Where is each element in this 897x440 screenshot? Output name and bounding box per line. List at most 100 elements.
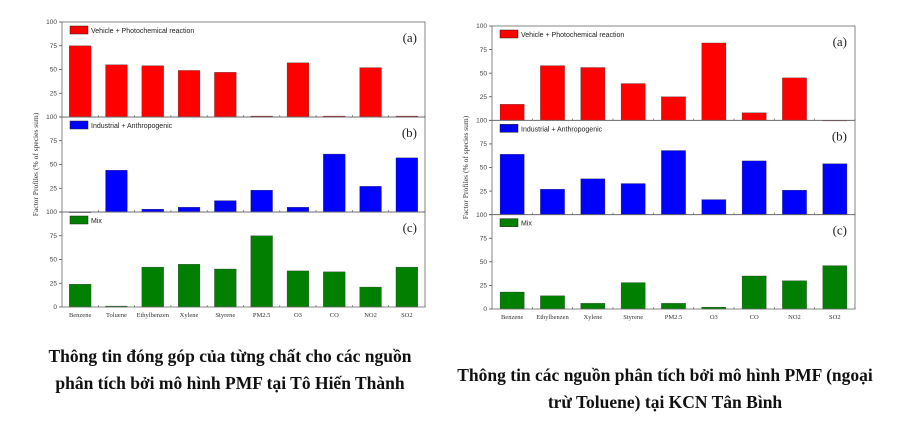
x-category-label: Styrene	[215, 312, 235, 319]
bar-0-3	[620, 83, 646, 121]
bar-1-7	[323, 153, 346, 213]
bar-2-6	[741, 275, 767, 310]
legend-swatch	[69, 215, 89, 225]
left-factor-profile-chart: 25 50 75 100 Vehicle + Photochemical reactio…	[31, 19, 426, 319]
right-chart-caption: Thông tin các nguồn phân tích bởi mô hìn…	[457, 365, 873, 412]
x-category-label: PM2.5	[665, 314, 683, 321]
bar-1-1	[105, 170, 128, 213]
y-tick-label: 25	[480, 188, 488, 195]
y-tick-label: 75	[50, 43, 58, 50]
bar-2-8	[822, 265, 848, 310]
legend-swatch	[69, 120, 89, 130]
bar-0-0	[499, 104, 525, 121]
bar-2-9	[395, 266, 418, 308]
y-tick-label: 75	[480, 141, 488, 148]
bar-2-4	[214, 268, 237, 308]
bar-2-2	[141, 266, 164, 308]
bar-2-1	[540, 295, 565, 310]
x-category-label: Toluene	[106, 312, 127, 319]
y-tick-label: 50	[50, 67, 58, 74]
bar-0-4	[661, 96, 686, 121]
bar-2-8	[359, 286, 382, 308]
bar-2-0	[499, 291, 525, 310]
y-tick-label: 100	[46, 114, 57, 121]
bar-1-9	[395, 157, 418, 213]
y-tick-label: 50	[50, 162, 58, 169]
y-tick-label: 25	[50, 280, 58, 287]
legend-label: Vehicle + Photochemical reaction	[91, 28, 194, 35]
y-tick-label: 0	[53, 304, 57, 311]
bar-2-4	[661, 303, 686, 310]
bar-1-6	[741, 160, 767, 215]
bar-2-6	[286, 270, 309, 308]
legend-label: Industrial + Anthropogenic	[521, 126, 603, 133]
bar-2-2	[580, 303, 606, 310]
panel-label: (c)	[833, 223, 847, 238]
panel-label: (b)	[402, 125, 417, 140]
x-category-label: Xylene	[180, 312, 199, 319]
x-category-label: Ethylbenzen	[536, 314, 569, 321]
bar-1-8	[822, 163, 848, 215]
x-category-label: Styrene	[623, 314, 643, 321]
y-tick-label: 25	[480, 94, 488, 101]
bar-1-4	[661, 150, 686, 215]
x-category-label: O3	[294, 312, 302, 319]
y-tick-label: 100	[476, 23, 487, 30]
x-category-label: SO2	[829, 314, 841, 321]
bar-1-6	[286, 207, 309, 213]
x-category-label: NO2	[788, 314, 801, 321]
bar-2-5	[250, 235, 273, 308]
x-category-label: Ethylbenzen	[137, 312, 170, 319]
bar-1-4	[214, 200, 237, 213]
bar-0-5	[701, 42, 727, 121]
bar-1-8	[359, 186, 382, 213]
legend-label: Mix	[521, 221, 532, 228]
legend-swatch	[499, 29, 519, 39]
y-tick-label: 25	[50, 185, 58, 192]
x-category-label: O3	[710, 314, 718, 321]
bar-1-3	[178, 207, 201, 213]
legend-label: Industrial + Anthropogenic	[91, 123, 173, 130]
panel-label: (a)	[833, 34, 847, 49]
y-tick-label: 100	[46, 19, 57, 26]
x-category-label: NO2	[364, 312, 377, 319]
panel-frame	[61, 211, 426, 308]
y-tick-label: 100	[46, 209, 57, 216]
y-tick-label: 100	[476, 212, 487, 219]
bar-0-0	[69, 45, 92, 118]
bar-2-7	[323, 271, 346, 308]
bar-0-6	[286, 62, 309, 118]
y-tick-label: 75	[480, 47, 488, 54]
left-chart-caption: Thông tin đóng góp của từng chất cho các…	[48, 346, 412, 393]
legend-swatch	[499, 124, 519, 133]
x-category-label: Benzene	[69, 312, 91, 319]
bar-0-1	[540, 65, 565, 121]
bar-0-2	[141, 65, 164, 118]
bar-1-3	[620, 183, 646, 215]
bar-1-0	[499, 154, 525, 215]
y-tick-label: 50	[480, 259, 488, 266]
panel-label: (b)	[832, 128, 847, 143]
x-category-label: CO	[330, 312, 339, 319]
legend-label: Vehicle + Photochemical reaction	[521, 32, 624, 39]
bar-0-6	[741, 112, 767, 121]
y-tick-label: 100	[476, 118, 487, 125]
bar-2-3	[178, 264, 201, 308]
bar-1-2	[580, 178, 606, 215]
x-category-label: SO2	[401, 312, 413, 319]
y-tick-label: 50	[480, 70, 488, 77]
x-category-label: PM2.5	[253, 312, 271, 319]
y-tick-label: 75	[480, 235, 488, 242]
bar-2-0	[69, 284, 92, 308]
bar-1-1	[540, 189, 565, 215]
bar-1-2	[141, 208, 164, 213]
bar-1-7	[782, 189, 807, 215]
bar-1-5	[250, 189, 273, 213]
bar-0-1	[105, 64, 128, 118]
y-tick-label: 50	[50, 257, 58, 264]
legend-swatch	[499, 218, 519, 227]
x-category-label: Xylene	[583, 314, 602, 321]
bar-0-2	[580, 67, 606, 121]
panel-frame	[491, 214, 856, 310]
y-tick-label: 25	[480, 283, 488, 290]
